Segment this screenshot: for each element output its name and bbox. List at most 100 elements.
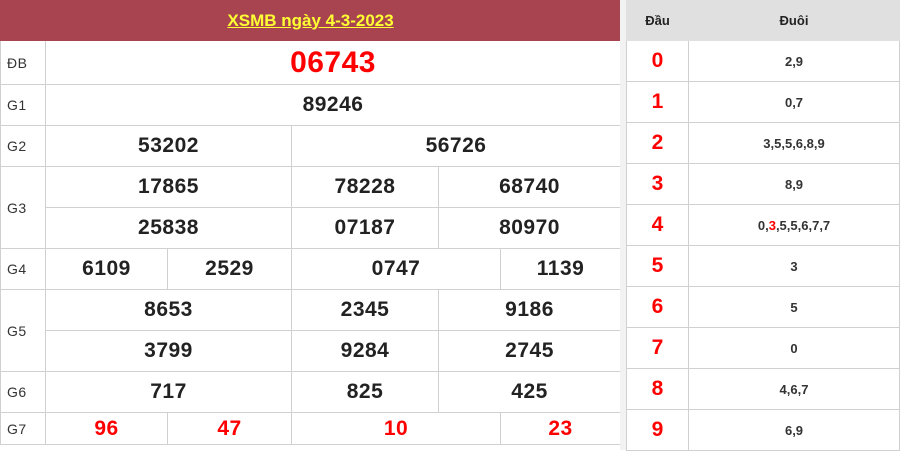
head-digit: 5 bbox=[626, 245, 689, 287]
prize-number: 425 bbox=[437, 371, 622, 413]
head-digit: 7 bbox=[626, 327, 689, 369]
prize-number: 9186 bbox=[437, 289, 622, 331]
tail-digit: 0 bbox=[790, 340, 798, 356]
head-digit: 1 bbox=[626, 81, 689, 123]
tail-digit: 0 bbox=[784, 94, 793, 110]
prize-label: G2 bbox=[0, 125, 46, 167]
tail-digit: ,7 bbox=[808, 217, 820, 233]
tail-digits: 6,9 bbox=[688, 409, 900, 451]
tail-digit: ,8 bbox=[803, 135, 814, 151]
tail-digit: 6 bbox=[784, 422, 793, 438]
prize-number: 56726 bbox=[290, 125, 622, 167]
prize-number: 9284 bbox=[291, 330, 439, 372]
loto-row: 8 4,6,7 bbox=[626, 368, 900, 410]
title-link[interactable]: XSMB ngày 4-3-2023 bbox=[227, 10, 394, 30]
tail-digits: 3 bbox=[688, 245, 900, 287]
prize-number: 2745 bbox=[437, 330, 622, 372]
prize-row: 25838 07187 80970 bbox=[1, 207, 622, 249]
prize-number: 68740 bbox=[437, 166, 622, 208]
prize-number: 825 bbox=[291, 371, 439, 413]
prize-row: ĐB 06743 bbox=[0, 40, 622, 85]
loto-row: 0 2,9 bbox=[626, 40, 900, 82]
tail-digits: 0,3,5,5,6,7,7 bbox=[688, 204, 900, 246]
prize-number: 1139 bbox=[499, 248, 622, 290]
results-table: XSMB ngày 4-3-2023 ĐB 06743 G1 89246 G2 53202… bbox=[0, 0, 622, 445]
prize-number: 78228 bbox=[291, 166, 439, 208]
prize-number: 07187 bbox=[291, 207, 439, 249]
prize-number: 8653 bbox=[45, 289, 292, 331]
prize-number: 2345 bbox=[291, 289, 439, 331]
prize-number: 06743 bbox=[44, 40, 622, 85]
tail-digit: ,9 bbox=[792, 422, 804, 438]
prize-label: ĐB bbox=[0, 40, 46, 85]
tail-digit: ,5 bbox=[775, 217, 787, 233]
head-digit: 3 bbox=[626, 163, 689, 205]
prize-number: 89246 bbox=[44, 84, 622, 126]
tail-digit: 3 bbox=[768, 217, 776, 233]
tail-digit: ,7 bbox=[819, 217, 831, 233]
prize-row: G7 96 47 10 23 bbox=[0, 412, 622, 445]
separator bbox=[620, 0, 626, 450]
tail-digits: 0 bbox=[688, 327, 900, 369]
prize-label: G5 bbox=[0, 289, 46, 372]
tail-digits: 5 bbox=[688, 286, 900, 328]
loto-row: 9 6,9 bbox=[626, 409, 900, 451]
tail-digit: 3 bbox=[790, 258, 798, 274]
head-digit: 2 bbox=[626, 122, 689, 164]
head-digit: 9 bbox=[626, 409, 689, 451]
prize-number: 0747 bbox=[291, 248, 501, 290]
results-header: XSMB ngày 4-3-2023 bbox=[0, 0, 622, 41]
tail-digit: ,5 bbox=[786, 217, 798, 233]
tail-digit: 2 bbox=[784, 53, 793, 69]
head-digit: 6 bbox=[626, 286, 689, 328]
tail-digits: 0,7 bbox=[688, 81, 900, 123]
tail-digits: 8,9 bbox=[688, 163, 900, 205]
prize-number: 3799 bbox=[45, 330, 292, 372]
tail-digit: ,6 bbox=[797, 217, 809, 233]
prize-row: G1 89246 bbox=[0, 84, 622, 126]
prize-label: G4 bbox=[0, 248, 46, 290]
prize-number: 717 bbox=[45, 371, 292, 413]
tail-digit: ,6 bbox=[792, 135, 804, 151]
prize-number: 10 bbox=[291, 412, 501, 445]
prize-label: G7 bbox=[0, 412, 46, 445]
tail-digit: 8 bbox=[784, 176, 793, 192]
prize-number: 23 bbox=[499, 412, 622, 445]
prize-number: 6109 bbox=[45, 248, 168, 290]
prize-number: 2529 bbox=[167, 248, 292, 290]
head-column-header: Đầu bbox=[626, 0, 689, 41]
tail-column-header: Đuôi bbox=[688, 0, 900, 41]
tail-digit: ,9 bbox=[792, 176, 804, 192]
prize-row: 3799 9284 2745 bbox=[1, 330, 622, 372]
prize-row: G3 17865 78228 68740 bbox=[0, 166, 622, 249]
head-digit: 8 bbox=[626, 368, 689, 410]
loto-table: Đầu Đuôi 0 2,9 1 0,7 2 3,5,5,6,8,9 3 8,9 4 0,3,5,5… bbox=[626, 0, 900, 451]
head-digit: 4 bbox=[626, 204, 689, 246]
tail-digit: 3 bbox=[763, 135, 771, 151]
tail-digit: ,9 bbox=[792, 53, 804, 69]
loto-row: 2 3,5,5,6,8,9 bbox=[626, 122, 900, 164]
tail-digit: ,7 bbox=[797, 381, 809, 397]
loto-row: 4 0,3,5,5,6,7,7 bbox=[626, 204, 900, 246]
prize-row: G6 717 825 425 bbox=[0, 371, 622, 413]
tail-digit: 0 bbox=[757, 217, 766, 233]
tail-digits: 4,6,7 bbox=[688, 368, 900, 410]
prize-number: 47 bbox=[167, 412, 292, 445]
tail-digit: 4 bbox=[779, 381, 787, 397]
loto-row: 3 8,9 bbox=[626, 163, 900, 205]
tail-digit: ,7 bbox=[792, 94, 804, 110]
head-digit: 0 bbox=[626, 40, 689, 82]
tail-digit: , bbox=[765, 217, 769, 233]
prize-number: 80970 bbox=[437, 207, 622, 249]
prize-label: G1 bbox=[0, 84, 46, 126]
prize-row: G4 6109 2529 0747 1139 bbox=[0, 248, 622, 290]
prize-label: G6 bbox=[0, 371, 46, 413]
prize-row: G5 8653 2345 9186 bbox=[0, 289, 622, 372]
prize-number: 17865 bbox=[45, 166, 292, 208]
tail-digit: ,5 bbox=[770, 135, 782, 151]
tail-digits: 2,9 bbox=[688, 40, 900, 82]
prize-number: 96 bbox=[45, 412, 168, 445]
